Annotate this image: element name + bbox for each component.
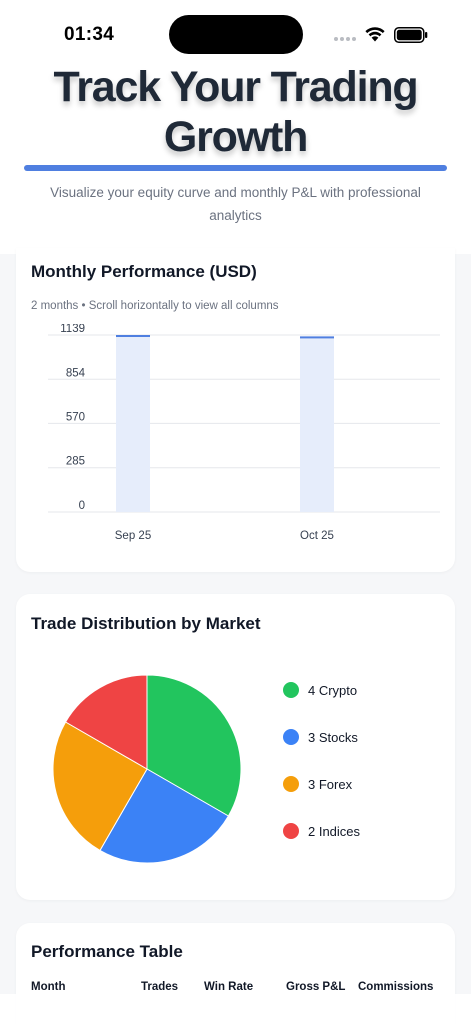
status-bar: 01:34 [0, 0, 471, 62]
legend-label: 2 Indices [308, 823, 361, 839]
bar[interactable] [300, 336, 334, 512]
trade-distribution-pie[interactable] [52, 674, 242, 864]
y-tick-label: 0 [79, 500, 85, 512]
monthly-performance-meta: 2 months • Scroll horizontally to view a… [31, 300, 279, 312]
performance-table-title: Performance Table [31, 942, 183, 961]
trade-distribution-card: Trade Distribution by Market 4 Crypto 3 S… [16, 594, 455, 900]
hero-subtitle-line2: analytics [209, 208, 262, 223]
y-tick-label: 854 [66, 367, 86, 379]
table-header-win-rate[interactable]: Win Rate [204, 981, 254, 993]
hero-section: Track Your Trading Growth Visualize your… [0, 62, 471, 254]
dynamic-island [169, 15, 303, 54]
y-tick-label: 570 [66, 411, 85, 423]
monthly-performance-title: Monthly Performance (USD) [31, 262, 257, 281]
y-tick-label: 1139 [60, 324, 85, 335]
bar[interactable] [116, 335, 150, 512]
pie-slice-stocks[interactable] [99, 768, 230, 864]
hero-title: Track Your Trading Growth [0, 62, 471, 162]
legend-dot-icon [283, 729, 299, 745]
status-time: 01:34 [64, 24, 115, 45]
legend-item[interactable]: 3 Forex [283, 776, 352, 792]
legend-dot-icon [283, 823, 299, 839]
hero-title-line2: Growth [163, 113, 308, 161]
pie-slice-indices[interactable] [64, 674, 148, 770]
wifi-icon [365, 27, 385, 42]
legend-label: 3 Stocks [308, 729, 358, 745]
battery-icon [394, 27, 428, 43]
x-tick-label: Sep 25 [115, 530, 151, 542]
hero-underline [24, 165, 447, 171]
x-tick-label: Oct 25 [300, 530, 334, 542]
legend-item[interactable]: 4 Crypto [283, 682, 357, 698]
hero-subtitle-line1: Visualize your equity curve and monthly … [50, 185, 421, 200]
bottom-fade [0, 994, 471, 1024]
table-header-trades[interactable]: Trades [141, 981, 179, 993]
y-tick-label: 285 [66, 456, 85, 468]
bar-top [300, 336, 334, 339]
pie-slice-forex[interactable] [52, 721, 148, 852]
monthly-performance-chart[interactable]: 1139 854 570 285 0 Sep 25 Oct 25 [16, 324, 455, 554]
legend-dot-icon [283, 776, 299, 792]
legend-item[interactable]: 3 Stocks [283, 729, 358, 745]
hero-subtitle: Visualize your equity curve and monthly … [30, 181, 441, 227]
table-header-gross-pnl[interactable]: Gross P&L [286, 981, 346, 993]
trade-distribution-title: Trade Distribution by Market [31, 614, 261, 633]
legend-dot-icon [283, 682, 299, 698]
monthly-performance-card: Monthly Performance (USD) 2 months • Scr… [16, 248, 455, 572]
signal-dots-icon [334, 37, 356, 41]
bar-top [116, 335, 150, 337]
table-header-commissions[interactable]: Commissions [358, 981, 434, 993]
pie-slice-crypto[interactable] [146, 674, 242, 817]
legend-item[interactable]: 2 Indices [283, 823, 360, 839]
legend-label: 4 Crypto [308, 682, 358, 698]
hero-title-line1: Track Your Trading [53, 63, 419, 111]
legend-label: 3 Forex [308, 776, 353, 792]
table-header-month[interactable]: Month [31, 981, 66, 993]
